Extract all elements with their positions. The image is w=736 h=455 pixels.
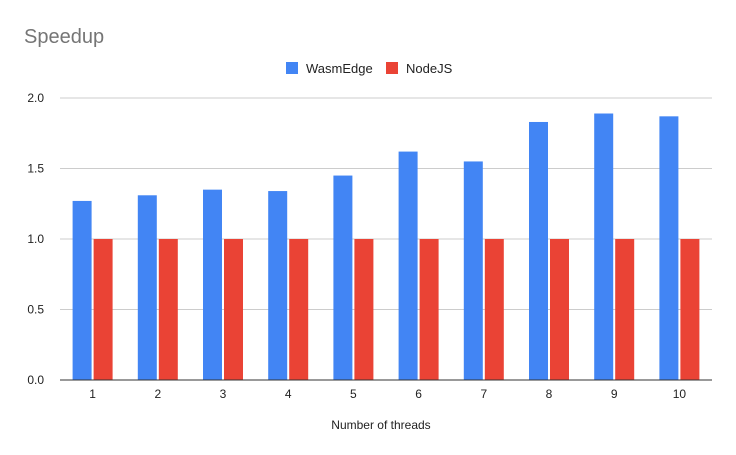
bar-wasmedge-2 — [137, 195, 157, 380]
bar-wasmedge-4 — [268, 191, 288, 380]
bar-nodejs-9 — [615, 239, 635, 380]
bar-nodejs-7 — [484, 239, 504, 380]
legend: WasmEdge NodeJS — [286, 61, 453, 76]
chart-title: Speedup — [24, 26, 104, 48]
y-tick-label: 1.5 — [27, 162, 44, 176]
bar-wasmedge-8 — [529, 121, 548, 380]
x-tick-label: 5 — [350, 387, 357, 401]
x-tick-label: 6 — [415, 387, 422, 401]
bar-nodejs-4 — [289, 239, 309, 380]
y-axis-ticks: 0.0 0.5 1.0 1.5 2.0 — [27, 91, 44, 387]
legend-swatch-wasmedge — [286, 62, 298, 74]
x-tick-label: 3 — [220, 387, 227, 401]
x-tick-label: 8 — [546, 387, 553, 401]
legend-label-wasmedge: WasmEdge — [306, 61, 373, 76]
x-tick-label: 2 — [154, 387, 161, 401]
legend-swatch-nodejs — [386, 62, 398, 74]
y-tick-label: 2.0 — [27, 91, 44, 105]
bar-nodejs-6 — [419, 239, 439, 380]
x-axis-ticks: 1 2 3 4 5 6 7 8 9 10 — [89, 387, 686, 401]
bar-wasmedge-3 — [203, 189, 222, 380]
bars — [72, 113, 700, 380]
y-tick-label: 0.5 — [27, 303, 44, 317]
bar-wasmedge-5 — [333, 175, 353, 380]
x-tick-label: 7 — [480, 387, 487, 401]
bar-wasmedge-1 — [72, 200, 92, 380]
bar-wasmedge-6 — [398, 151, 418, 380]
x-tick-label: 9 — [611, 387, 618, 401]
y-tick-label: 1.0 — [27, 232, 44, 246]
x-tick-label: 4 — [285, 387, 292, 401]
bar-wasmedge-7 — [463, 161, 483, 380]
bar-nodejs-2 — [158, 239, 178, 380]
bar-nodejs-8 — [550, 239, 569, 380]
bar-nodejs-5 — [354, 239, 374, 380]
x-axis-label: Number of threads — [331, 418, 430, 432]
y-tick-label: 0.0 — [27, 373, 44, 387]
bar-wasmedge-10 — [659, 116, 679, 380]
x-tick-label: 10 — [673, 387, 687, 401]
x-tick-label: 1 — [89, 387, 96, 401]
gridlines — [60, 97, 712, 310]
bar-wasmedge-9 — [594, 113, 614, 380]
bar-nodejs-3 — [224, 239, 243, 380]
legend-label-nodejs: NodeJS — [406, 61, 453, 76]
bar-nodejs-10 — [680, 239, 700, 380]
bar-nodejs-1 — [93, 239, 113, 380]
